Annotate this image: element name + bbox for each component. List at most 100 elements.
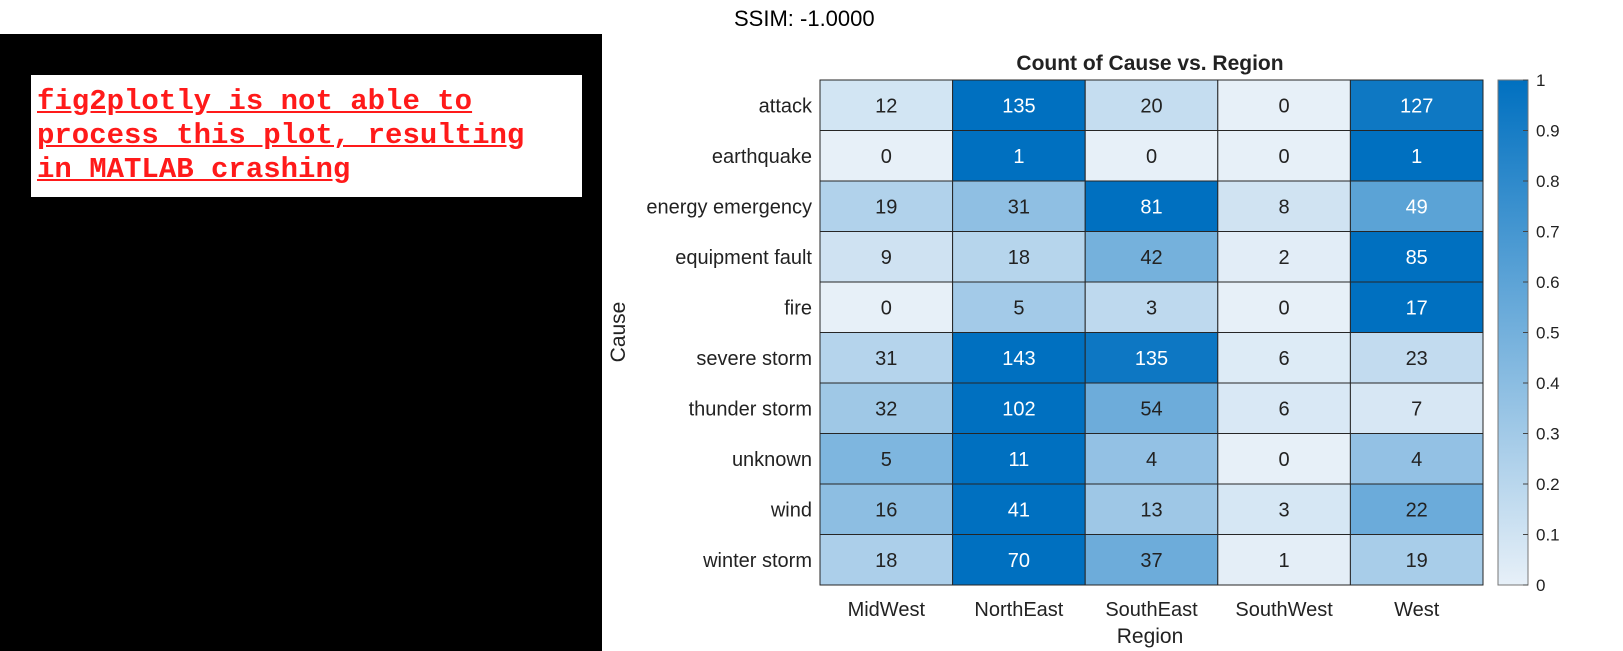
colorbar-tick-label: 0.3 bbox=[1536, 425, 1560, 444]
cell-value-label: 0 bbox=[1279, 146, 1290, 168]
y-tick-label: severe storm bbox=[696, 348, 812, 370]
cell-value-label: 49 bbox=[1406, 196, 1428, 218]
heatmap-cell bbox=[1217, 231, 1351, 283]
heatmap-cell bbox=[1084, 534, 1219, 586]
heatmap-cell bbox=[1349, 382, 1484, 434]
heatmap-cell bbox=[1349, 433, 1484, 485]
x-axis-label: Region bbox=[1117, 625, 1184, 648]
heatmap-cell bbox=[1349, 332, 1484, 384]
cell-value-label: 54 bbox=[1140, 398, 1162, 420]
error-message-text: fig2plotly is not able to process this p… bbox=[37, 85, 525, 186]
colorbar-tick-label: 0.7 bbox=[1536, 223, 1560, 242]
y-axis-label: Cause bbox=[607, 302, 630, 363]
cell-value-label: 37 bbox=[1140, 550, 1162, 572]
heatmap-cell bbox=[1084, 483, 1219, 535]
y-tick-label: unknown bbox=[732, 449, 812, 471]
heatmap-cell bbox=[1084, 130, 1219, 182]
cell-value-label: 23 bbox=[1406, 348, 1428, 370]
x-tick-label: West bbox=[1394, 599, 1440, 621]
heatmap-cell bbox=[1084, 332, 1219, 384]
heatmap-cell bbox=[819, 483, 954, 535]
x-tick-label: NorthEast bbox=[974, 599, 1063, 621]
heatmap-cell bbox=[1084, 79, 1219, 131]
cell-value-label: 19 bbox=[875, 196, 897, 218]
cell-value-label: 11 bbox=[1009, 449, 1030, 471]
cell-value-label: 3 bbox=[1146, 297, 1157, 319]
cell-value-label: 0 bbox=[1279, 297, 1290, 319]
cell-value-label: 7 bbox=[1411, 398, 1422, 420]
cell-value-label: 16 bbox=[875, 499, 897, 521]
y-tick-label: equipment fault bbox=[675, 247, 812, 269]
cell-value-label: 5 bbox=[881, 449, 892, 471]
heatmap-cell bbox=[952, 483, 1086, 535]
cell-value-label: 0 bbox=[1279, 95, 1290, 117]
cell-value-label: 17 bbox=[1406, 297, 1428, 319]
heatmap-cell bbox=[819, 534, 954, 586]
heatmap-cell bbox=[1217, 382, 1351, 434]
y-tick-label: thunder storm bbox=[689, 398, 812, 420]
cell-value-label: 0 bbox=[1146, 146, 1157, 168]
heatmap-cell bbox=[952, 231, 1086, 283]
colorbar-tick-label: 0.8 bbox=[1536, 172, 1560, 191]
colorbar-tick-label: 0.5 bbox=[1536, 324, 1560, 343]
cell-value-label: 1 bbox=[1279, 550, 1290, 572]
colorbar-tick-label: 0.9 bbox=[1536, 122, 1560, 141]
heatmap-cell bbox=[1217, 281, 1351, 333]
heatmap-cell bbox=[819, 281, 954, 333]
cell-value-label: 41 bbox=[1008, 499, 1030, 521]
heatmap-cell bbox=[1217, 130, 1351, 182]
cell-value-label: 31 bbox=[875, 348, 897, 370]
heatmap-cell bbox=[819, 382, 954, 434]
heatmap-cell bbox=[952, 79, 1086, 131]
heatmap-cell bbox=[1349, 180, 1484, 232]
cell-value-label: 135 bbox=[1002, 95, 1035, 117]
heatmap-cell bbox=[1217, 332, 1351, 384]
heatmap-cell bbox=[1217, 79, 1351, 131]
cell-value-label: 2 bbox=[1279, 247, 1290, 269]
cell-value-label: 3 bbox=[1279, 499, 1290, 521]
y-tick-labels: attack earthquake energy emergency equipmen… bbox=[646, 95, 813, 572]
cell-value-label: 20 bbox=[1140, 95, 1162, 117]
ssim-label: SSIM: -1.0000 bbox=[734, 6, 875, 31]
heatmap-cell bbox=[819, 433, 954, 485]
heatmap-cell bbox=[952, 281, 1086, 333]
colorbar-tick-label: 0 bbox=[1536, 576, 1545, 595]
heatmap-cell bbox=[819, 332, 954, 384]
cell-value-label: 13 bbox=[1140, 499, 1162, 521]
y-tick-label: earthquake bbox=[712, 146, 812, 168]
cell-value-label: 18 bbox=[1008, 247, 1030, 269]
cell-value-label: 31 bbox=[1008, 196, 1030, 218]
cell-value-label: 6 bbox=[1279, 348, 1290, 370]
cell-value-label: 81 bbox=[1140, 196, 1162, 218]
x-tick-label: MidWest bbox=[848, 599, 926, 621]
cell-value-label: 0 bbox=[881, 146, 892, 168]
x-tick-label: SouthWest bbox=[1235, 599, 1333, 621]
cell-value-label: 85 bbox=[1406, 247, 1428, 269]
y-tick-label: fire bbox=[784, 297, 812, 319]
cell-value-label: 0 bbox=[1279, 449, 1290, 471]
cell-value-label: 22 bbox=[1406, 499, 1428, 521]
cell-value-label: 6 bbox=[1279, 398, 1290, 420]
cell-value-label: 18 bbox=[875, 550, 897, 572]
heatmap-cell bbox=[1217, 180, 1351, 232]
cell-value-label: 5 bbox=[1013, 297, 1024, 319]
cell-value-label: 9 bbox=[881, 247, 892, 269]
heatmap-cell bbox=[952, 180, 1086, 232]
colorbar-ticks: 0 0.1 0.2 0.3 0.4 0.5 0.6 0.7 0.8 0.9 1 bbox=[1523, 71, 1560, 595]
colorbar-tick-label: 0.4 bbox=[1536, 374, 1560, 393]
heatmap-cell bbox=[819, 79, 954, 131]
cell-value-label: 135 bbox=[1135, 348, 1168, 370]
heatmap-cell bbox=[1084, 433, 1219, 485]
x-tick-labels: MidWest NorthEast SouthEast SouthWest West bbox=[848, 599, 1440, 621]
heatmap-cell bbox=[1349, 130, 1484, 182]
cell-value-label: 4 bbox=[1411, 449, 1422, 471]
cell-value-label: 12 bbox=[875, 95, 897, 117]
cell-value-label: 143 bbox=[1002, 348, 1035, 370]
heatmap-cell bbox=[1217, 534, 1351, 586]
cell-value-label: 19 bbox=[1406, 550, 1428, 572]
heatmap-cell bbox=[1084, 281, 1219, 333]
y-tick-label: attack bbox=[759, 95, 813, 117]
y-tick-label: energy emergency bbox=[646, 196, 812, 218]
